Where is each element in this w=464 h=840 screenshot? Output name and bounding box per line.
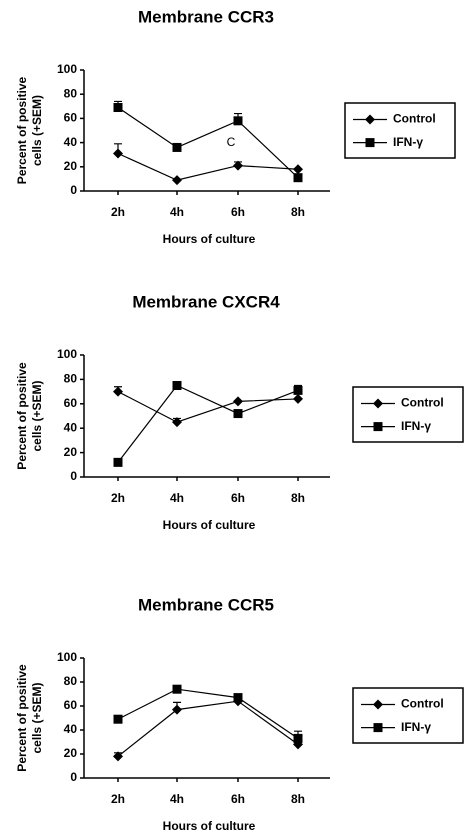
y-tick-label: 0	[70, 469, 77, 483]
y-tick-label: 0	[70, 770, 77, 784]
legend-label: IFN-γ	[393, 135, 423, 149]
x-tick-label: 4h	[170, 205, 184, 219]
y-axis-title: Percent of positivecells (+SEM)	[15, 362, 44, 470]
x-tick-label: 8h	[291, 205, 305, 219]
x-tick-label: 8h	[291, 491, 305, 505]
y-axis-title-line: cells (+SEM)	[30, 95, 44, 166]
y-tick-label: 60	[64, 111, 78, 125]
legend-marker	[373, 723, 383, 733]
chart: Membrane CCR5 0 20 40 60 80 100 Percent of posi…	[15, 595, 464, 833]
y-tick-label: 20	[64, 445, 78, 459]
marker	[233, 409, 243, 419]
x-tick-label: 6h	[231, 205, 245, 219]
marker	[233, 693, 243, 703]
marker	[113, 386, 123, 397]
y-tick-label: 20	[64, 746, 78, 760]
y-tick-label: 40	[64, 135, 78, 149]
y-tick-label: 100	[57, 650, 77, 664]
y-axis-title-line: cells (+SEM)	[30, 682, 44, 753]
marker	[113, 457, 123, 467]
y-tick-label: 20	[64, 159, 78, 173]
marker	[293, 733, 303, 743]
legend-marker	[365, 114, 375, 125]
series-line	[117, 391, 299, 423]
legend-marker	[373, 422, 383, 432]
marker	[172, 704, 182, 715]
x-axis-title: Hours of culture	[163, 518, 256, 532]
y-tick-label: 100	[57, 62, 77, 76]
y-axis-title: Percent of positivecells (+SEM)	[15, 664, 44, 772]
y-tick-label: 80	[64, 372, 78, 386]
marker	[293, 173, 303, 183]
marker	[172, 175, 182, 186]
y-tick-label: 80	[64, 674, 78, 688]
x-tick-label: 2h	[111, 792, 125, 806]
marker	[293, 164, 303, 175]
marker	[233, 116, 243, 126]
marker	[293, 393, 303, 404]
chart-title: Membrane CXCR4	[132, 292, 280, 311]
x-tick-label: 6h	[231, 491, 245, 505]
y-tick-label: 100	[57, 347, 77, 361]
chart-title: Membrane CCR5	[138, 595, 274, 614]
marker	[233, 396, 243, 407]
y-tick-label: 40	[64, 722, 78, 736]
legend-label: IFN-γ	[401, 419, 431, 433]
y-axis-title-line: cells (+SEM)	[30, 380, 44, 451]
x-tick-label: 2h	[111, 205, 125, 219]
legend-label: Control	[401, 697, 444, 711]
marker	[113, 751, 123, 762]
y-axis-title-line: Percent of positive	[15, 77, 29, 185]
marker	[172, 684, 182, 694]
y-tick-label: 40	[64, 420, 78, 434]
marker	[172, 381, 182, 390]
y-tick-label: 0	[70, 183, 77, 197]
chart: Membrane CXCR4 0 20 40 60 80 100 Percent of pos…	[15, 292, 464, 532]
x-tick-label: 6h	[231, 792, 245, 806]
marker	[113, 103, 123, 113]
legend-box	[344, 102, 456, 159]
x-tick-label: 2h	[111, 491, 125, 505]
series-line	[117, 152, 299, 181]
series-line	[117, 384, 299, 463]
legend-label: Control	[393, 112, 436, 126]
legend-marker	[365, 138, 375, 148]
series-line	[117, 700, 299, 757]
chart: Membrane CCR3 0 20 40 60 80 100 Percent of posi…	[15, 7, 456, 246]
y-axis-title-line: Percent of positive	[15, 664, 29, 772]
y-tick-label: 80	[64, 86, 78, 100]
x-tick-label: 4h	[170, 491, 184, 505]
legend-box	[352, 386, 464, 443]
marker	[172, 142, 182, 152]
legend-marker	[373, 398, 383, 409]
marker	[293, 385, 303, 395]
y-axis-title: Percent of positivecells (+SEM)	[15, 77, 44, 185]
chart-title: Membrane CCR3	[138, 7, 274, 26]
marker	[113, 148, 123, 159]
legend-box	[352, 687, 464, 744]
annotation: C	[227, 135, 236, 149]
y-axis-title-line: Percent of positive	[15, 362, 29, 470]
x-axis-title: Hours of culture	[163, 819, 256, 833]
series-line	[117, 107, 299, 179]
x-tick-label: 4h	[170, 792, 184, 806]
legend-label: Control	[401, 396, 444, 410]
y-tick-label: 60	[64, 396, 78, 410]
x-axis-title: Hours of culture	[163, 232, 256, 246]
legend-label: IFN-γ	[401, 720, 431, 734]
marker	[233, 160, 243, 171]
marker	[172, 417, 182, 428]
x-tick-label: 8h	[291, 792, 305, 806]
y-tick-label: 60	[64, 698, 78, 712]
series-line	[117, 688, 299, 739]
marker	[113, 714, 123, 724]
legend-marker	[373, 699, 383, 710]
